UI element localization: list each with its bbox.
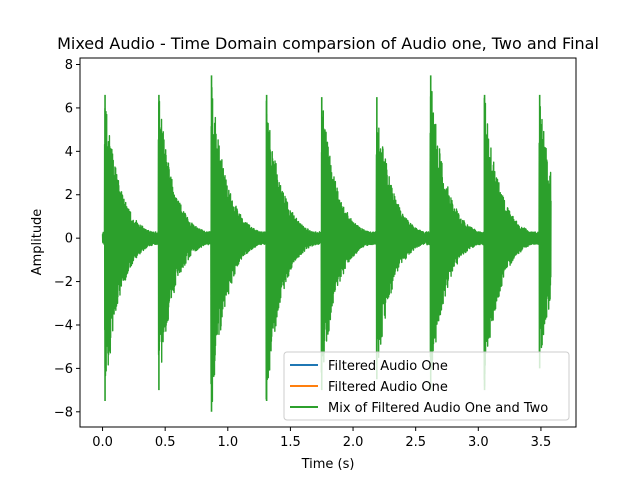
legend: Filtered Audio One Filtered Audio One Mi…: [284, 352, 569, 420]
x-tick-label: 2.0: [343, 435, 364, 450]
x-tick-label: 0.0: [92, 435, 113, 450]
legend-label-2: Filtered Audio One: [328, 380, 448, 395]
y-tick-label: 2: [65, 188, 73, 203]
x-tick-label: 1.0: [217, 435, 238, 450]
y-tick-label: −2: [54, 275, 73, 290]
y-tick-label: 8: [65, 58, 73, 73]
x-tick-label: 1.5: [280, 435, 301, 450]
y-tick-label: 6: [65, 101, 73, 116]
legend-label-3: Mix of Filtered Audio One and Two: [328, 401, 548, 416]
y-tick-label: −6: [54, 362, 73, 377]
x-tick-label: 3.5: [531, 435, 552, 450]
legend-entry-3: Mix of Filtered Audio One and Two: [290, 401, 548, 416]
x-axis-label: Time (s): [301, 457, 355, 472]
x-tick-label: 3.0: [468, 435, 489, 450]
y-tick-label: 0: [65, 232, 73, 247]
legend-label-1: Filtered Audio One: [328, 359, 448, 374]
chart-title: Mixed Audio - Time Domain comparsion of …: [57, 34, 599, 53]
y-axis-label: Amplitude: [30, 209, 45, 276]
y-tick-label: 4: [65, 145, 73, 160]
x-tick-label: 0.5: [155, 435, 176, 450]
x-tick-label: 2.5: [405, 435, 426, 450]
y-tick-label: −4: [54, 318, 73, 333]
y-tick-label: −8: [54, 405, 73, 420]
